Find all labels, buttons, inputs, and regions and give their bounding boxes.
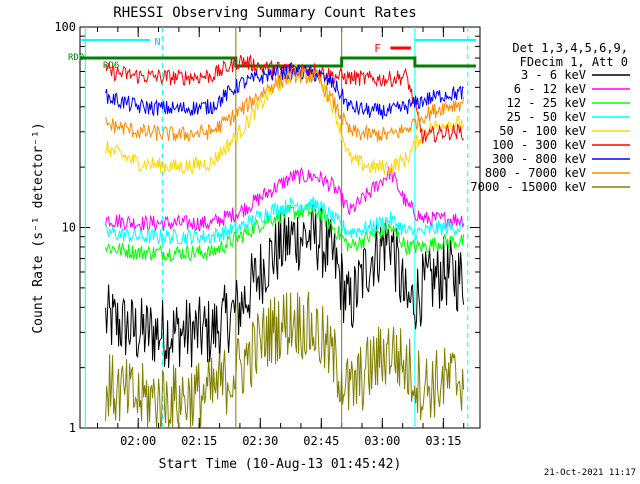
rd-label-top: RD0	[68, 53, 84, 63]
y-tick-label: 1	[69, 421, 76, 435]
x-tick-label: 03:15	[425, 434, 461, 448]
legend-entry-label: 50 - 100 keV	[499, 124, 586, 138]
y-tick-label: 100	[54, 20, 76, 34]
legend-entry-label: 300 - 800 keV	[492, 152, 586, 166]
legend-entry-label: 100 - 300 keV	[492, 138, 586, 152]
legend-entry-label: 7000 - 15000 keV	[470, 180, 586, 194]
x-tick-label: 02:00	[120, 434, 156, 448]
x-tick-label: 03:00	[364, 434, 400, 448]
legend-entry-label: 6 - 12 keV	[514, 82, 586, 96]
x-tick-label: 02:45	[303, 434, 339, 448]
rd-label-bottom: RD6	[103, 61, 119, 71]
legend-header-line-1: Det 1,3,4,5,6,9,	[512, 41, 628, 55]
legend-entry-label: 12 - 25 keV	[507, 96, 586, 110]
chart-title: RHESSI Observing Summary Count Rates	[113, 5, 416, 21]
legend: Det 1,3,4,5,6,9, FDecim 1, Att 0 3 - 6 k…	[470, 41, 630, 194]
night-label: N	[154, 37, 160, 48]
x-tick-label: 02:15	[181, 434, 217, 448]
y-tick-label: 10	[62, 221, 76, 235]
series-line-8	[105, 66, 465, 143]
legend-entry-label: 25 - 50 keV	[507, 110, 586, 124]
y-axis-label: Count Rate (s⁻¹ detector⁻¹)	[31, 122, 46, 333]
x-axis-label: Start Time (10-Aug-13 01:45:42)	[159, 457, 402, 472]
series-line-3	[105, 202, 465, 262]
legend-entry-label: 3 - 6 keV	[521, 68, 586, 82]
series-line-9	[105, 291, 465, 429]
legend-entry-label: 800 - 7000 keV	[485, 166, 586, 180]
timestamp: 21-Oct-2021 11:17	[544, 468, 636, 478]
series-line-4	[105, 196, 464, 246]
rd-decimation-line	[80, 56, 476, 68]
legend-header-line-2: FDecim 1, Att 0	[520, 55, 628, 69]
x-tick-label: 02:30	[242, 434, 278, 448]
series-line-6	[105, 54, 464, 144]
plot-area: 1 10 100 02:00 02:15 02:30 02:45 03:00 03:15 N F RD…	[54, 20, 481, 448]
flare-label: F	[374, 42, 381, 55]
series-line-2	[105, 166, 465, 232]
